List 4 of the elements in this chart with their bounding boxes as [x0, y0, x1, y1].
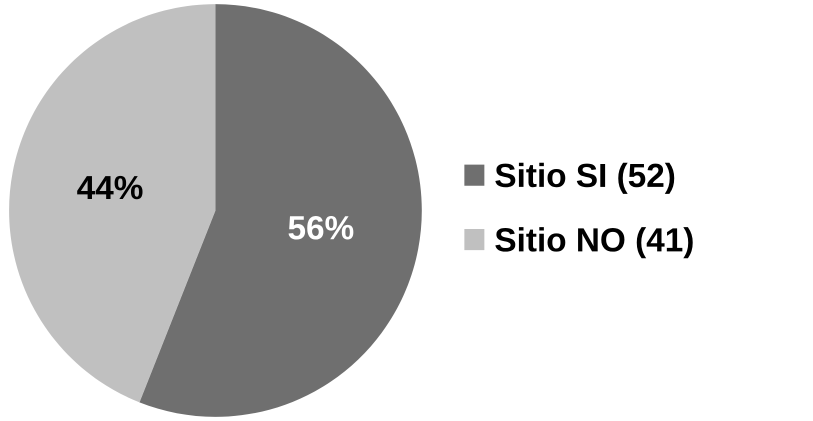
legend-label: Sitio SI (52) — [495, 162, 674, 194]
legend-label: Sitio NO (41) — [495, 227, 693, 258]
data-label: 56% — [288, 216, 354, 240]
data-label: 44% — [77, 176, 143, 200]
